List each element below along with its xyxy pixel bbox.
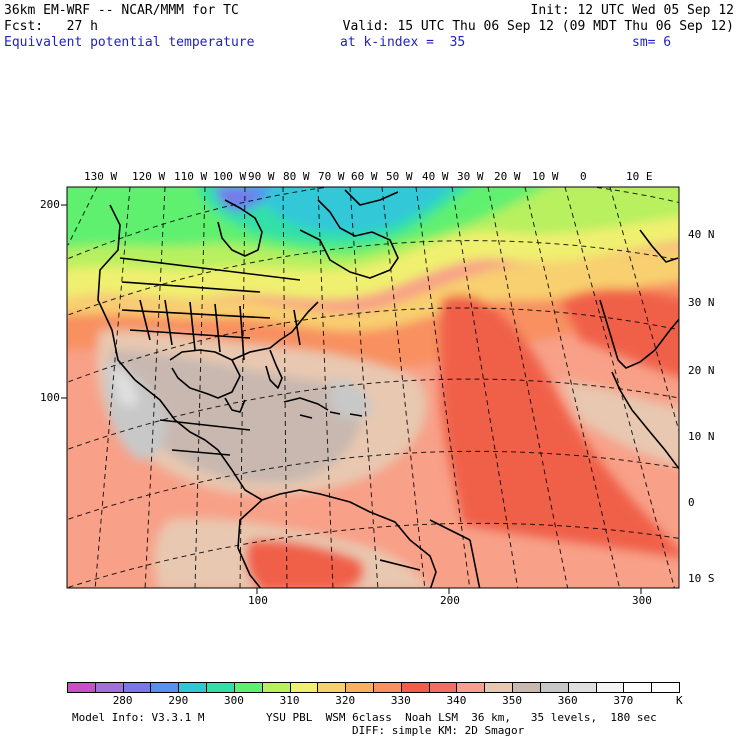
longitude-label: 120 W xyxy=(132,170,166,183)
longitude-label: 10 E xyxy=(626,170,653,183)
grid-tick-bottom-300: 300 xyxy=(632,594,652,607)
field-name: Equivalent potential temperature xyxy=(4,35,255,50)
longitude-label: 70 W xyxy=(318,170,345,183)
colorbar-swatch xyxy=(94,682,124,693)
colorbar-swatch xyxy=(317,682,347,693)
level-label: at k-index = 35 xyxy=(340,35,466,50)
valid-time: Valid: 15 UTC Thu 06 Sep 12 (09 MDT Thu … xyxy=(342,19,734,34)
longitude-label: 30 W xyxy=(457,170,484,183)
init-time: Init: 12 UTC Wed 05 Sep 12 xyxy=(530,3,735,18)
colorbar-tick-label: 370 xyxy=(613,694,634,707)
grid-tick-left-200: 200 xyxy=(40,198,60,211)
colorbar-tick-label: 310 xyxy=(279,694,300,707)
latitude-label: 10 S xyxy=(688,572,715,585)
longitude-label: 60 W xyxy=(351,170,378,183)
colorbar-swatch xyxy=(150,682,180,693)
theta-e-field xyxy=(67,187,679,588)
colorbar-swatch xyxy=(567,682,597,693)
colorbar-tick-label: 360 xyxy=(557,694,578,707)
colorbar-swatch xyxy=(345,682,374,693)
longitude-label: 0 xyxy=(580,170,587,183)
grid-tick-bottom-200: 200 xyxy=(440,594,460,607)
longitude-label: 130 W xyxy=(84,170,118,183)
colorbar-swatch xyxy=(428,682,458,693)
colorbar-swatch xyxy=(122,682,152,693)
diffusion-info: DIFF: simple KM: 2D Smagor xyxy=(352,724,525,737)
colorbar-swatch xyxy=(178,682,208,693)
colorbar-swatch xyxy=(512,682,541,693)
colorbar-swatch xyxy=(484,682,514,693)
colorbar-swatch xyxy=(539,682,569,693)
colorbar-unit: K xyxy=(676,694,683,707)
latitude-label: 40 N xyxy=(688,228,715,241)
colorbar-tick-label: 340 xyxy=(446,694,467,707)
smoothing-label: sm= 6 xyxy=(632,35,672,50)
latitude-label: 30 N xyxy=(688,296,715,309)
colorbar-swatch xyxy=(400,682,430,693)
longitude-label: 50 W xyxy=(386,170,413,183)
colorbar-swatch xyxy=(206,682,235,693)
colorbar-swatch xyxy=(67,682,96,693)
colorbar-swatch xyxy=(373,682,402,693)
colorbar-swatch xyxy=(651,682,680,693)
colorbar-swatch xyxy=(456,682,486,693)
colorbar-tick-label: 350 xyxy=(502,694,523,707)
colorbar-tick-label: 280 xyxy=(112,694,133,707)
model-info: Model Info: V3.3.1 M xyxy=(72,711,205,724)
latitude-label: 20 N xyxy=(688,364,715,377)
latitude-label: 10 N xyxy=(688,430,715,443)
forecast-hour: Fcst: 27 h xyxy=(4,19,98,34)
colorbar-swatch xyxy=(261,682,291,693)
longitude-label: 110 W xyxy=(174,170,208,183)
colorbar-tick-label: 330 xyxy=(390,694,411,707)
colorbar-swatch xyxy=(595,682,625,693)
grid-tick-bottom-100: 100 xyxy=(248,594,268,607)
longitude-label: 80 W xyxy=(283,170,310,183)
colorbar-tick-label: 300 xyxy=(223,694,244,707)
colorbar-swatch xyxy=(289,682,319,693)
longitude-label: 100 W xyxy=(213,170,247,183)
longitude-label: 90 W xyxy=(248,170,275,183)
model-title: 36km EM-WRF -- NCAR/MMM for TC xyxy=(4,3,239,18)
longitude-label: 40 W xyxy=(422,170,449,183)
map-frame xyxy=(66,186,680,589)
colorbar-tick-label: 290 xyxy=(168,694,189,707)
latitude-label: 0 xyxy=(688,496,695,509)
grid-tick-left-100: 100 xyxy=(40,391,60,404)
colorbar-swatch xyxy=(233,682,263,693)
physics-info: YSU PBL WSM 6class Noah LSM 36 km, 35 le… xyxy=(266,711,657,724)
colorbar-swatch xyxy=(623,682,653,693)
longitude-label: 10 W xyxy=(532,170,559,183)
colorbar-tick-label: 320 xyxy=(335,694,356,707)
longitude-label: 20 W xyxy=(494,170,521,183)
